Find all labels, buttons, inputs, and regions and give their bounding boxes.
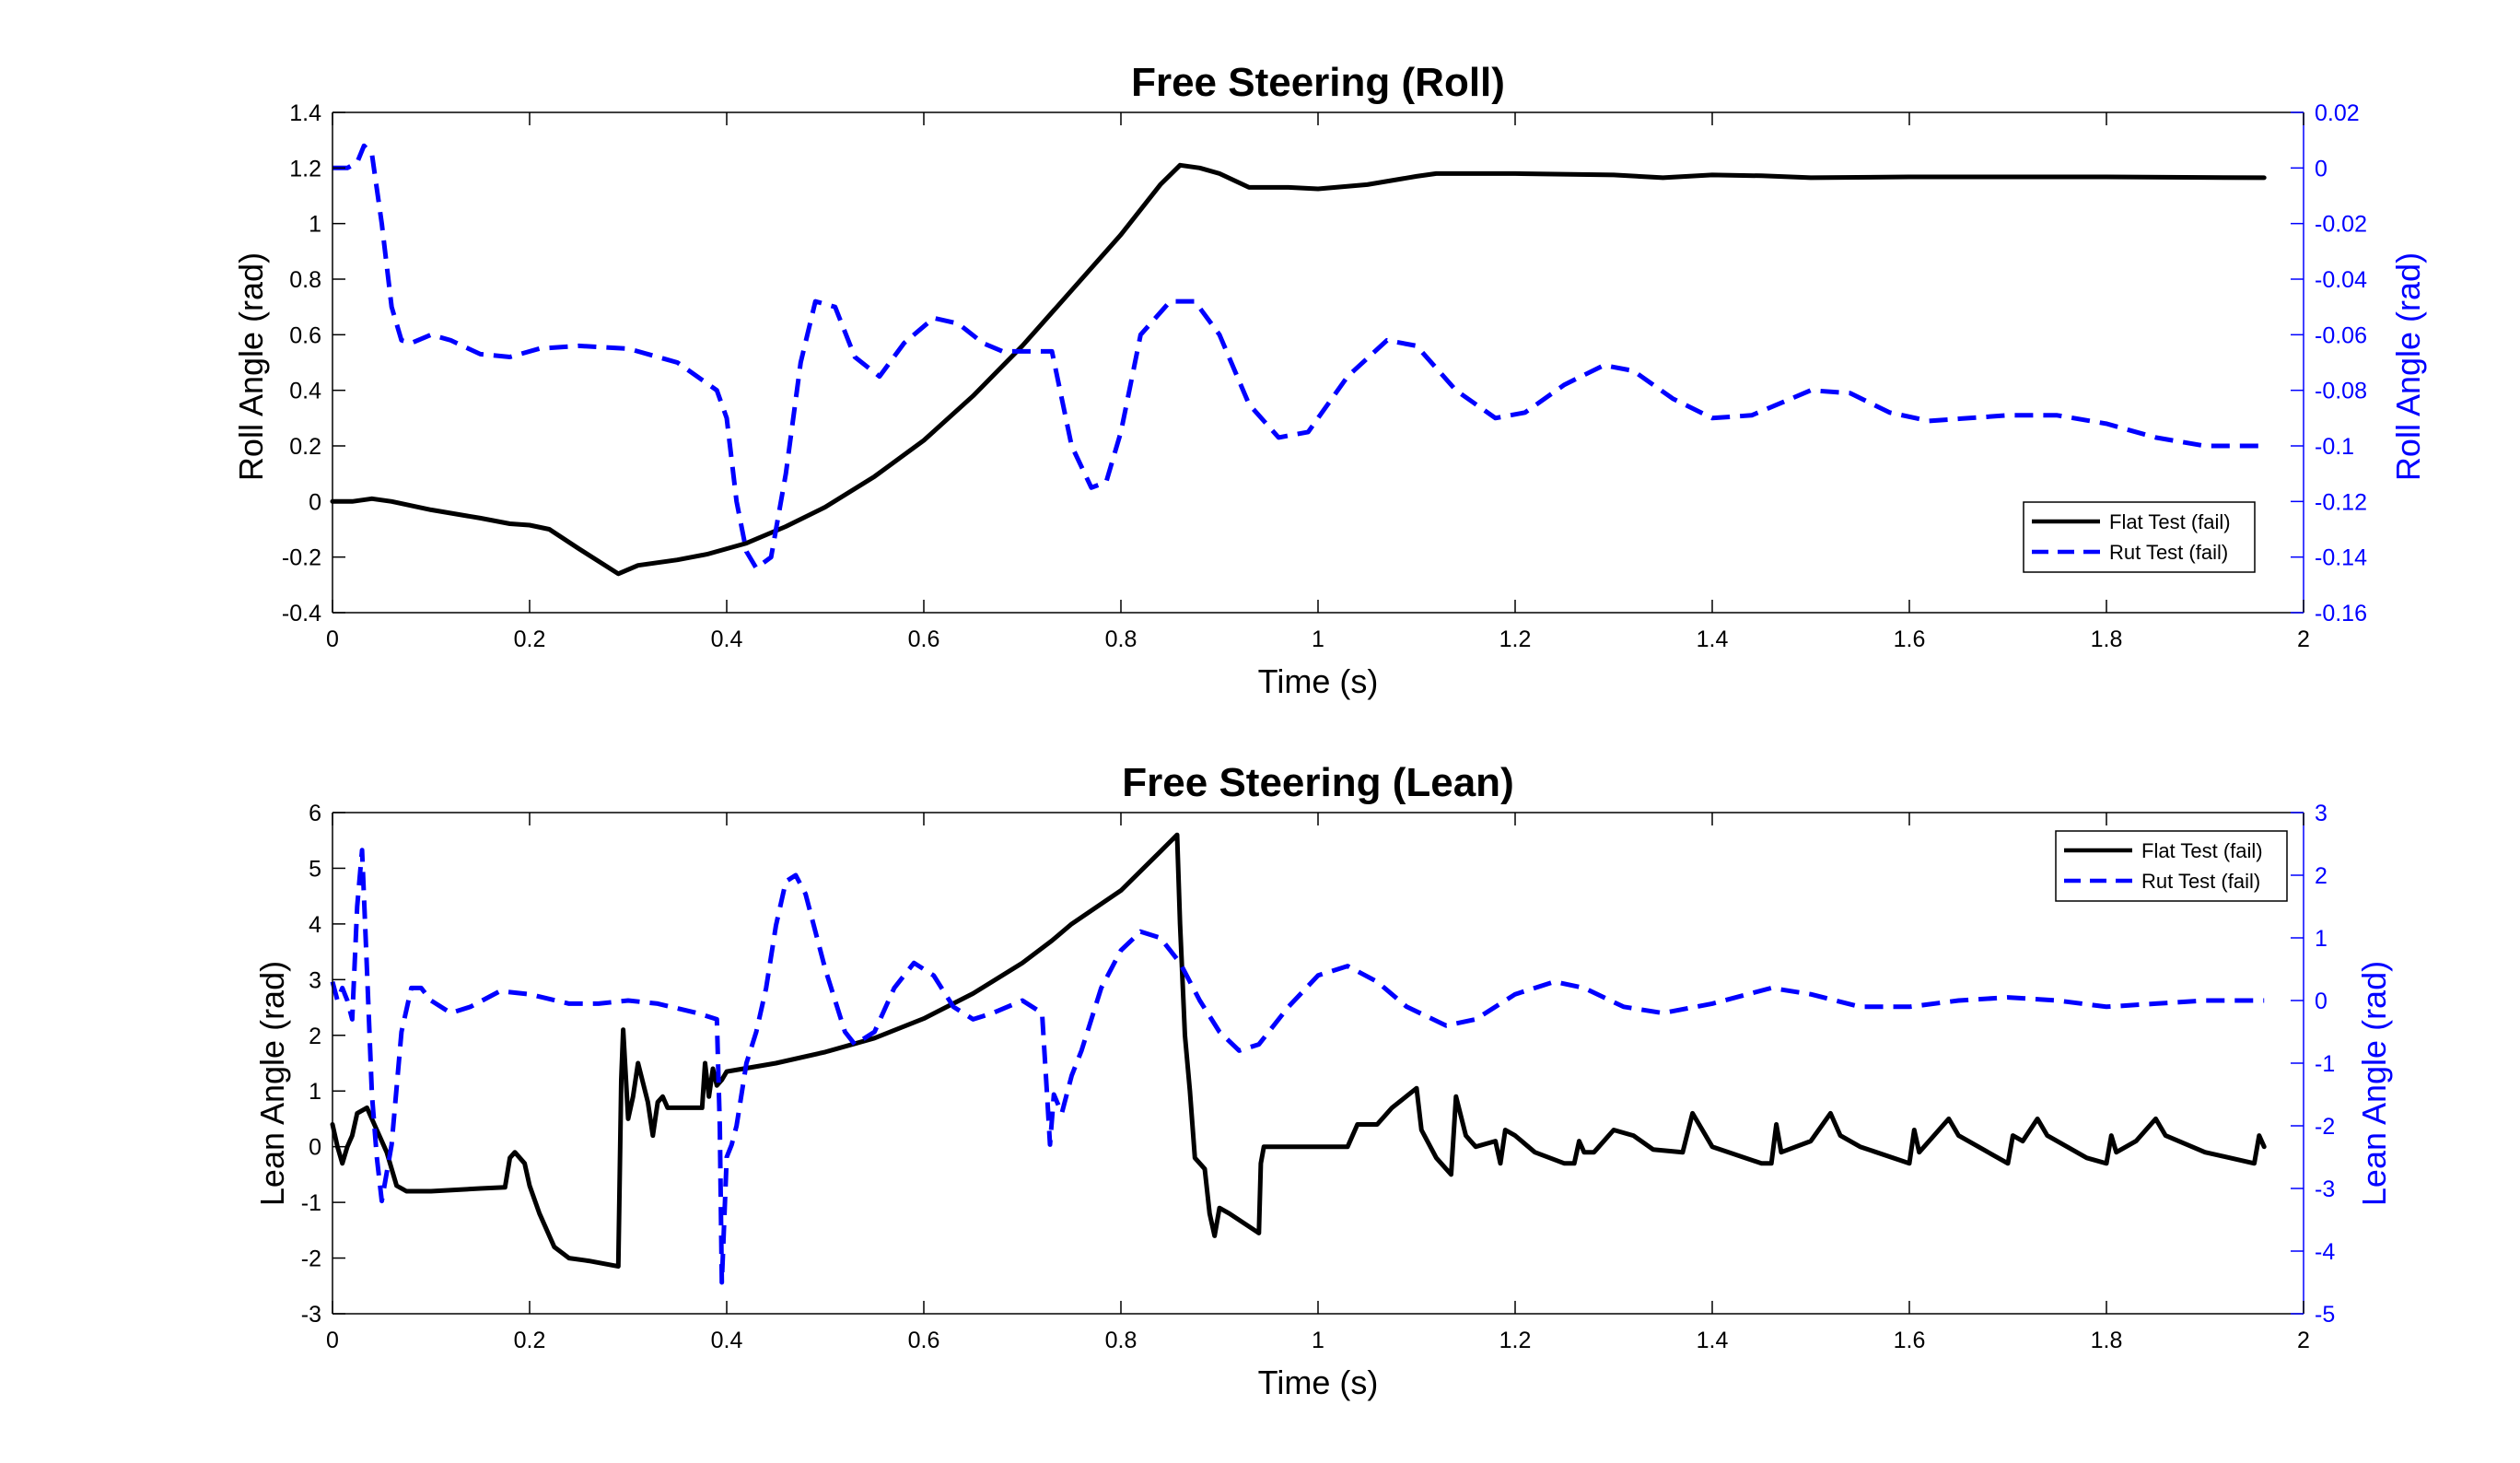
roll-x-axis-label: Time (s) xyxy=(1258,662,1379,700)
roll-x-tick-label: 2 xyxy=(2297,626,2310,652)
lean-left-y-axis-label: Lean Angle (rad) xyxy=(253,961,291,1206)
roll-ticks: 0 0.2 0.4 0.6 0.8 1 1.2 1.4 1.6 1.8 2 -0.4 -0.2 0 0.2 0… xyxy=(282,100,2367,652)
roll-right-y-tick-label: -0.02 xyxy=(2315,212,2367,238)
roll-series-layer xyxy=(330,143,2267,577)
roll-right-y-tick-label: -0.04 xyxy=(2315,267,2367,293)
lean-left-y-tick-label: 2 xyxy=(309,1024,321,1049)
roll-x-tick-label: 1.6 xyxy=(1894,626,1926,652)
lean-x-tick-label: 0.4 xyxy=(711,1328,743,1353)
roll-right-y-tick-label: -0.06 xyxy=(2315,322,2367,348)
roll-x-tick-label: 1.8 xyxy=(2091,626,2123,652)
roll-plot-background xyxy=(332,112,2304,613)
lean-legend-flat-label: Flat Test (fail) xyxy=(2141,839,2263,862)
roll-right-y-tick-label: -0.12 xyxy=(2315,489,2367,515)
roll-left-y-tick-label: 0 xyxy=(309,489,321,515)
roll-left-y-axis-label: Roll Angle (rad) xyxy=(232,252,270,481)
roll-legend-rut-label: Rut Test (fail) xyxy=(2109,541,2228,564)
lean-right-y-tick-label: 0 xyxy=(2315,989,2328,1014)
roll-x-tick-label: 0.6 xyxy=(908,626,940,652)
lean-ticks: 0 0.2 0.4 0.6 0.8 1 1.2 1.4 1.6 1.8 2 -3 -2 -1 0 1 2 3 4 5 6… xyxy=(301,801,2336,1353)
roll-left-y-tick-label: 1.4 xyxy=(289,100,321,126)
lean-left-y-tick-label: 4 xyxy=(309,912,321,938)
lean-rut-series-line xyxy=(330,848,2265,1285)
lean-x-tick-label: 1.4 xyxy=(1697,1328,1729,1353)
lean-x-tick-label: 0.6 xyxy=(908,1328,940,1353)
lean-left-y-tick-label: 5 xyxy=(309,856,321,882)
roll-left-y-tick-label: -0.4 xyxy=(282,601,321,626)
roll-left-y-tick-label: 0.8 xyxy=(289,267,321,293)
lean-chart-title: Free Steering (Lean) xyxy=(1122,760,1513,805)
roll-x-tick-label: 0.8 xyxy=(1105,626,1138,652)
lean-left-y-tick-label: 3 xyxy=(309,967,321,993)
roll-x-tick-label: 0.4 xyxy=(711,626,743,652)
roll-right-y-tick-label: -0.14 xyxy=(2315,545,2367,571)
roll-x-tick-label: 1.2 xyxy=(1499,626,1532,652)
lean-x-tick-label: 0.2 xyxy=(514,1328,546,1353)
roll-left-y-tick-label: -0.2 xyxy=(282,545,321,571)
roll-flat-series-line xyxy=(330,162,2267,577)
roll-rut-series-line xyxy=(332,143,2265,571)
roll-plot-area xyxy=(332,112,2304,613)
lean-right-y-tick-label: 2 xyxy=(2315,863,2328,889)
lean-series-layer xyxy=(330,832,2267,1285)
lean-right-y-tick-label: -5 xyxy=(2315,1302,2335,1328)
lean-right-y-tick-label: 3 xyxy=(2315,801,2328,826)
lean-plot-area xyxy=(332,813,2304,1314)
lean-legend-box xyxy=(2055,830,2288,902)
roll-left-y-tick-label: 1.2 xyxy=(289,156,321,181)
roll-right-y-tick-label: -0.1 xyxy=(2315,434,2354,460)
lean-legend: Flat Test (fail) Rut Test (fail) xyxy=(2055,830,2288,902)
roll-x-tick-label: 1 xyxy=(1312,626,1324,652)
lean-legend-rut-label: Rut Test (fail) xyxy=(2141,870,2260,893)
roll-left-y-tick-label: 0.4 xyxy=(289,379,321,404)
lean-right-y-tick-label: -1 xyxy=(2315,1051,2335,1077)
roll-chart-title: Free Steering (Roll) xyxy=(1131,60,1505,105)
roll-right-y-tick-label: 0 xyxy=(2315,156,2328,181)
lean-x-tick-label: 0.8 xyxy=(1105,1328,1138,1353)
roll-x-tick-label: 0 xyxy=(326,626,339,652)
roll-left-y-tick-label: 0.6 xyxy=(289,322,321,348)
lean-chart: Free Steering (Lean) 0 0.2 0.4 0.6 0.8 1 1.2 1.… xyxy=(253,760,2393,1401)
lean-left-y-tick-label: -1 xyxy=(301,1190,321,1216)
roll-legend: Flat Test (fail) Rut Test (fail) xyxy=(2023,501,2256,573)
lean-left-y-tick-label: -3 xyxy=(301,1302,321,1328)
lean-left-y-tick-label: -2 xyxy=(301,1246,321,1272)
lean-x-tick-label: 2 xyxy=(2297,1328,2310,1353)
lean-right-y-tick-label: -4 xyxy=(2315,1239,2335,1265)
roll-legend-box xyxy=(2023,501,2256,573)
lean-right-y-tick-label: -3 xyxy=(2315,1176,2335,1202)
roll-left-y-tick-label: 0.2 xyxy=(289,434,321,460)
roll-right-y-axis-label: Roll Angle (rad) xyxy=(2389,252,2427,481)
lean-left-y-tick-label: 6 xyxy=(309,801,321,826)
lean-x-tick-label: 1 xyxy=(1312,1328,1324,1353)
roll-legend-flat-label: Flat Test (fail) xyxy=(2109,510,2231,533)
roll-x-tick-label: 1.4 xyxy=(1697,626,1729,652)
lean-right-y-tick-label: 1 xyxy=(2315,926,2328,952)
lean-x-tick-label: 1.8 xyxy=(2091,1328,2123,1353)
lean-right-y-tick-label: -2 xyxy=(2315,1114,2335,1140)
lean-x-tick-label: 0 xyxy=(326,1328,339,1353)
roll-x-tick-label: 0.2 xyxy=(514,626,546,652)
lean-right-y-axis-label: Lean Angle (rad) xyxy=(2355,961,2393,1206)
roll-right-y-tick-label: -0.16 xyxy=(2315,601,2367,626)
roll-left-y-tick-label: 1 xyxy=(309,212,321,238)
lean-flat-series-line xyxy=(330,832,2267,1270)
lean-plot-background xyxy=(332,813,2304,1314)
roll-chart: Free Steering (Roll) 0 0.2 0.4 0.6 0.8 1 1.2 1.… xyxy=(232,60,2427,700)
lean-x-tick-label: 1.6 xyxy=(1894,1328,1926,1353)
lean-x-axis-label: Time (s) xyxy=(1258,1364,1379,1401)
lean-left-y-tick-label: 1 xyxy=(309,1079,321,1105)
roll-right-y-tick-label: 0.02 xyxy=(2315,100,2360,126)
lean-x-tick-label: 1.2 xyxy=(1499,1328,1532,1353)
lean-left-y-tick-label: 0 xyxy=(309,1135,321,1161)
roll-right-y-tick-label: -0.08 xyxy=(2315,379,2367,404)
